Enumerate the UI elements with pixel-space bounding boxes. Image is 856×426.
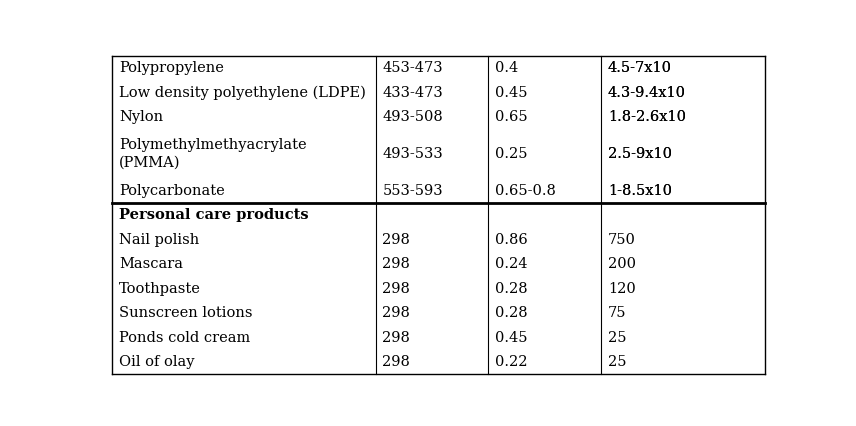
Text: Toothpaste: Toothpaste [119, 282, 201, 296]
Text: 298: 298 [383, 257, 410, 271]
Text: 433-473: 433-473 [383, 86, 443, 100]
Text: 75: 75 [608, 306, 627, 320]
Text: 2.5-9x10: 2.5-9x10 [608, 147, 672, 161]
Text: Nylon: Nylon [119, 110, 163, 124]
Text: 0.25: 0.25 [495, 147, 527, 161]
Text: Oil of olay: Oil of olay [119, 355, 194, 369]
Text: 298: 298 [383, 331, 410, 345]
Text: Polycarbonate: Polycarbonate [119, 184, 224, 198]
Text: 1-8.5x10: 1-8.5x10 [608, 184, 672, 198]
Text: 298: 298 [383, 306, 410, 320]
Text: 2.5-9x10: 2.5-9x10 [608, 147, 672, 161]
Text: 298: 298 [383, 233, 410, 247]
Text: 1-8.5x10: 1-8.5x10 [608, 184, 672, 198]
Text: 750: 750 [608, 233, 636, 247]
Text: 453-473: 453-473 [383, 61, 443, 75]
Text: 0.28: 0.28 [495, 306, 527, 320]
Text: 0.24: 0.24 [495, 257, 527, 271]
Text: Ponds cold cream: Ponds cold cream [119, 331, 250, 345]
Text: 4.5-7x10: 4.5-7x10 [608, 61, 672, 75]
Text: 298: 298 [383, 282, 410, 296]
Text: 200: 200 [608, 257, 636, 271]
Text: 553-593: 553-593 [383, 184, 443, 198]
Text: 0.65-0.8: 0.65-0.8 [495, 184, 556, 198]
Text: 120: 120 [608, 282, 636, 296]
Text: 493-508: 493-508 [383, 110, 443, 124]
Text: 4.5-7x10: 4.5-7x10 [608, 61, 672, 75]
Text: Polymethylmethyacrylate
(PMMA): Polymethylmethyacrylate (PMMA) [119, 138, 306, 170]
Text: 0.28: 0.28 [495, 282, 527, 296]
Text: 0.4: 0.4 [495, 61, 519, 75]
Text: Low density polyethylene (LDPE): Low density polyethylene (LDPE) [119, 86, 366, 100]
Text: Polypropylene: Polypropylene [119, 61, 223, 75]
Text: 298: 298 [383, 355, 410, 369]
Text: Sunscreen lotions: Sunscreen lotions [119, 306, 253, 320]
Text: 25: 25 [608, 331, 627, 345]
Text: 4.3-9.4x10: 4.3-9.4x10 [608, 86, 686, 100]
Text: 4.3-9.4x10: 4.3-9.4x10 [608, 86, 686, 100]
Text: 493-533: 493-533 [383, 147, 443, 161]
Text: 1.8-2.6x10: 1.8-2.6x10 [608, 110, 686, 124]
Text: 1.8-2.6x10: 1.8-2.6x10 [608, 110, 686, 124]
Text: 0.86: 0.86 [495, 233, 528, 247]
Text: 0.45: 0.45 [495, 331, 527, 345]
Text: 0.45: 0.45 [495, 86, 527, 100]
Text: 0.22: 0.22 [495, 355, 527, 369]
Text: Nail polish: Nail polish [119, 233, 199, 247]
Text: 25: 25 [608, 355, 627, 369]
Text: Mascara: Mascara [119, 257, 183, 271]
Text: Personal care products: Personal care products [119, 208, 308, 222]
Text: 0.65: 0.65 [495, 110, 527, 124]
